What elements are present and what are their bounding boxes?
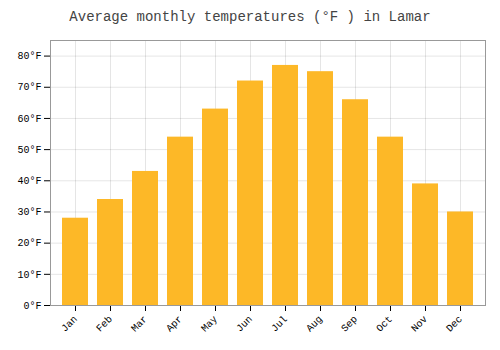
svg-text:Feb: Feb xyxy=(94,314,115,335)
svg-text:50°F: 50°F xyxy=(17,145,41,156)
svg-text:Jan: Jan xyxy=(59,314,80,335)
svg-text:Nov: Nov xyxy=(409,314,430,335)
html-text:Average monthly temperatures (: Average monthly temperatures (°F ) in La… xyxy=(69,9,431,25)
svg-text:Oct: Oct xyxy=(374,314,395,335)
svg-text:20°F: 20°F xyxy=(17,238,41,249)
svg-text:30°F: 30°F xyxy=(17,207,41,218)
svg-text:Aug: Aug xyxy=(304,314,325,335)
svg-text:10°F: 10°F xyxy=(17,270,41,281)
svg-text:Dec: Dec xyxy=(444,314,465,335)
svg-text:0°F: 0°F xyxy=(23,301,41,312)
svg-text:Apr: Apr xyxy=(164,314,185,335)
svg-text:Jul: Jul xyxy=(269,314,290,335)
svg-text:40°F: 40°F xyxy=(17,176,41,187)
svg-text:60°F: 60°F xyxy=(17,114,41,125)
svg-text:Jun: Jun xyxy=(234,314,255,335)
svg-text:Mar: Mar xyxy=(129,314,150,335)
svg-text:80°F: 80°F xyxy=(17,51,41,62)
svg-text:May: May xyxy=(199,314,220,335)
svg-text:70°F: 70°F xyxy=(17,82,41,93)
svg-text:Sep: Sep xyxy=(339,314,360,335)
